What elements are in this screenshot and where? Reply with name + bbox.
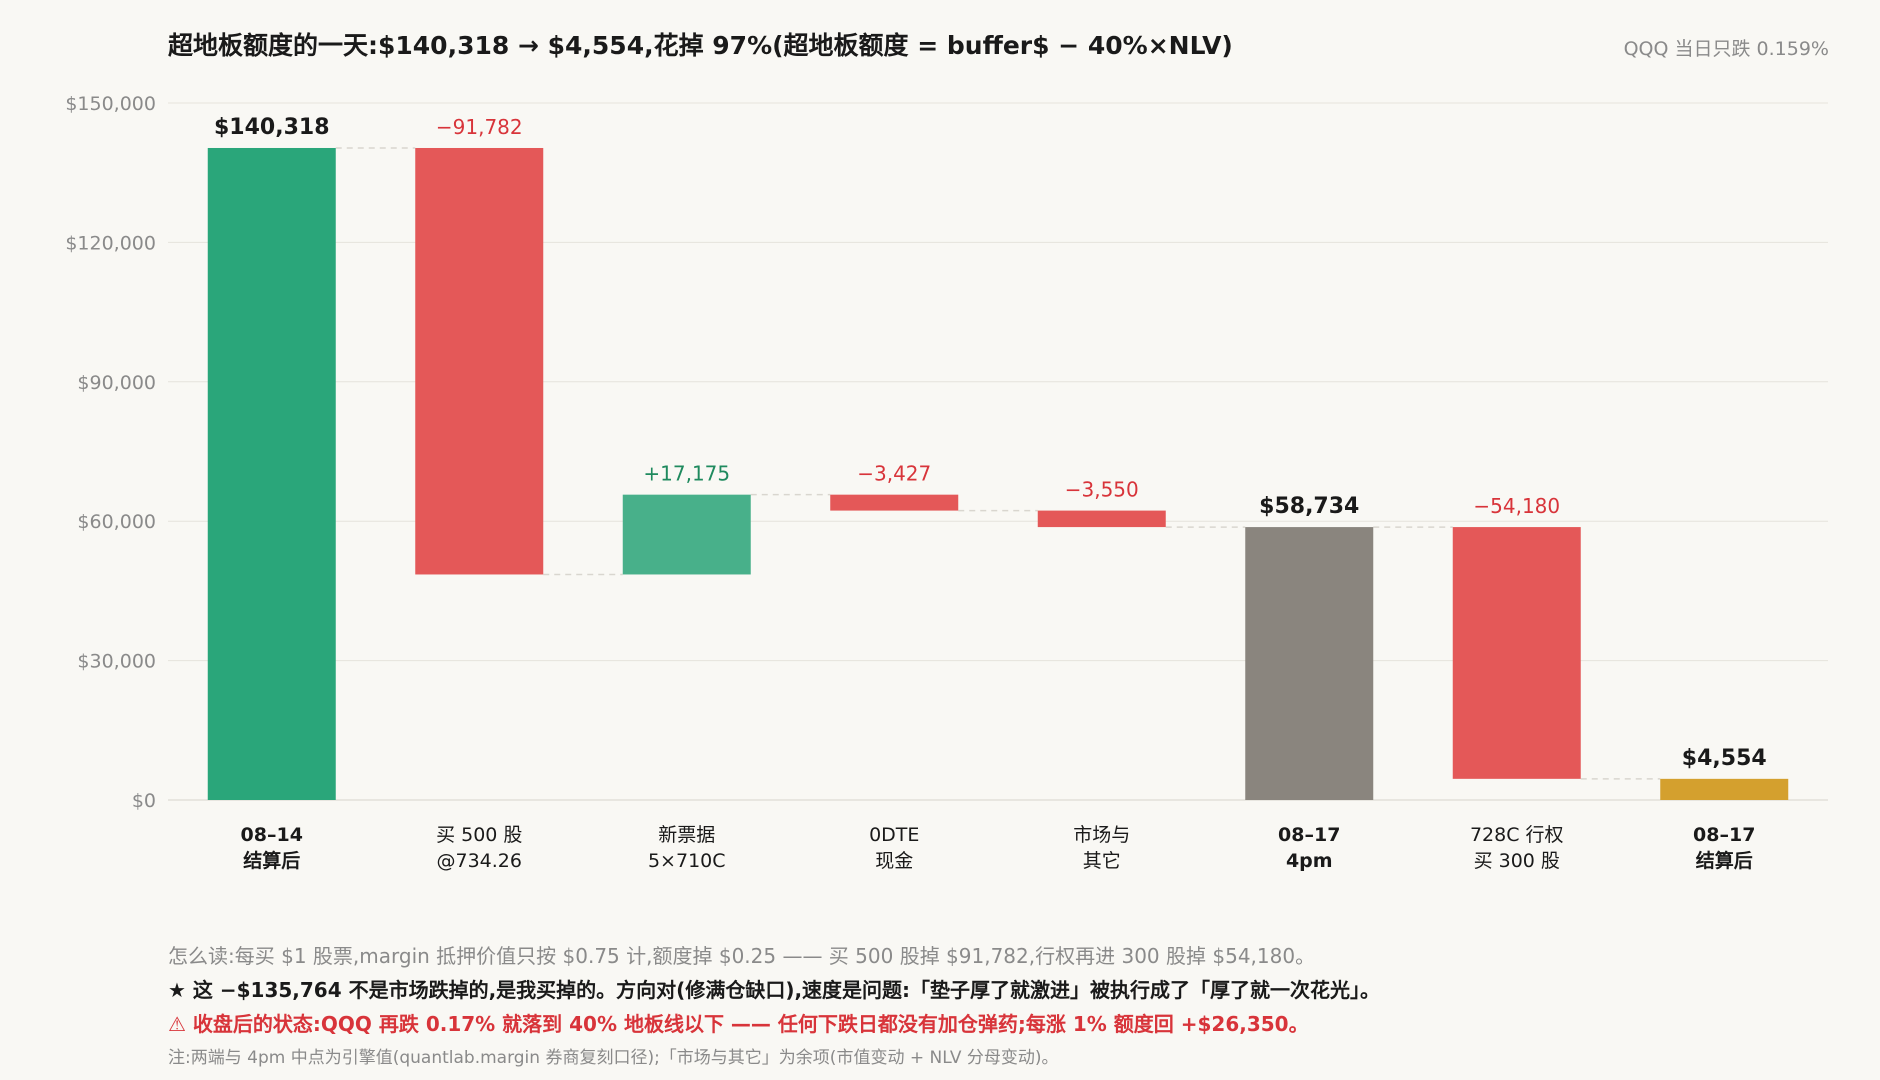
category-label: 4pm [1286, 850, 1333, 872]
bar [415, 147, 544, 575]
bar [830, 494, 959, 511]
category-label: @734.26 [437, 850, 522, 872]
bar-value-label: −3,427 [857, 462, 931, 486]
bar-value-label: −91,782 [436, 115, 523, 139]
y-tick-label: $150,000 [65, 93, 156, 115]
category-label: 结算后 [1696, 849, 1753, 872]
footer-notes: 怎么读:每买 $1 股票,margin 抵押价值只按 $0.75 计,额度掉 $… [168, 939, 1380, 1075]
y-tick-label: $0 [132, 790, 156, 812]
y-tick-label: $60,000 [77, 511, 156, 533]
category-label: 08–14 [241, 824, 303, 846]
category-label: 08–17 [1693, 824, 1755, 846]
category-label: 0DTE [869, 824, 919, 846]
category-label: 新票据 [658, 824, 715, 846]
y-tick-label: $120,000 [65, 232, 156, 254]
warning-text: ⚠ 收盘后的状态:QQQ 再跌 0.17% 就落到 40% 地板线以下 —— 任… [168, 1012, 1309, 1036]
bar [1037, 510, 1166, 528]
footnote-text: 注:两端与 4pm 中点为引擎值(quantlab.margin 券商复刻口径)… [168, 1048, 1059, 1068]
category-label: 08–17 [1278, 824, 1340, 846]
qqq-note: QQQ 当日只跌 0.159% [1623, 38, 1829, 60]
bar-value-label: $140,318 [214, 115, 330, 140]
category-label: 买 500 股 [436, 824, 522, 846]
bars [207, 147, 1789, 801]
bar [622, 494, 751, 575]
waterfall-chart: $0$30,000$60,000$90,000$120,000$150,000 … [65, 93, 1828, 872]
key-insight-text: ★ 这 −$135,764 不是市场跌掉的,是我买掉的。方向对(修满仓缺口),速… [168, 978, 1381, 1002]
how-to-read-text: 怎么读:每买 $1 股票,margin 抵押价值只按 $0.75 计,额度掉 $… [168, 944, 1316, 968]
category-label: 728C 行权 [1470, 824, 1564, 846]
category-label: 其它 [1083, 850, 1121, 872]
category-label: 现金 [875, 850, 913, 872]
y-tick-label: $30,000 [77, 651, 156, 673]
bar [1452, 527, 1581, 779]
category-label: 5×710C [648, 850, 726, 872]
bar [1660, 778, 1789, 800]
bar-value-label: −3,550 [1065, 478, 1139, 502]
value-labels: $140,318 −91,782 +17,175 −3,427 −3,550 $58,73… [214, 115, 1767, 771]
category-labels: 08–14 结算后 买 500 股 @734.26 新票据 5×710C 0DTE 现金 市场与… [241, 824, 1756, 872]
y-axis-ticks: $0 $30,000 $60,000 $90,000 $120,000 $150,000 [65, 93, 156, 812]
connector-lines [335, 147, 1661, 780]
chart-title: 超地板额度的一天:$140,318 → $4,554,花掉 97%(超地板额度 … [168, 31, 1233, 60]
category-label: 结算后 [243, 849, 300, 872]
bar-value-label: $58,734 [1259, 494, 1359, 519]
bar [207, 147, 336, 801]
bar-value-label: −54,180 [1473, 494, 1560, 518]
category-label: 市场与 [1073, 824, 1130, 846]
bar [1245, 527, 1374, 800]
category-label: 买 300 股 [1474, 850, 1560, 872]
y-tick-label: $90,000 [77, 372, 156, 394]
bar-value-label: +17,175 [643, 462, 730, 486]
bar-value-label: $4,554 [1682, 746, 1767, 771]
